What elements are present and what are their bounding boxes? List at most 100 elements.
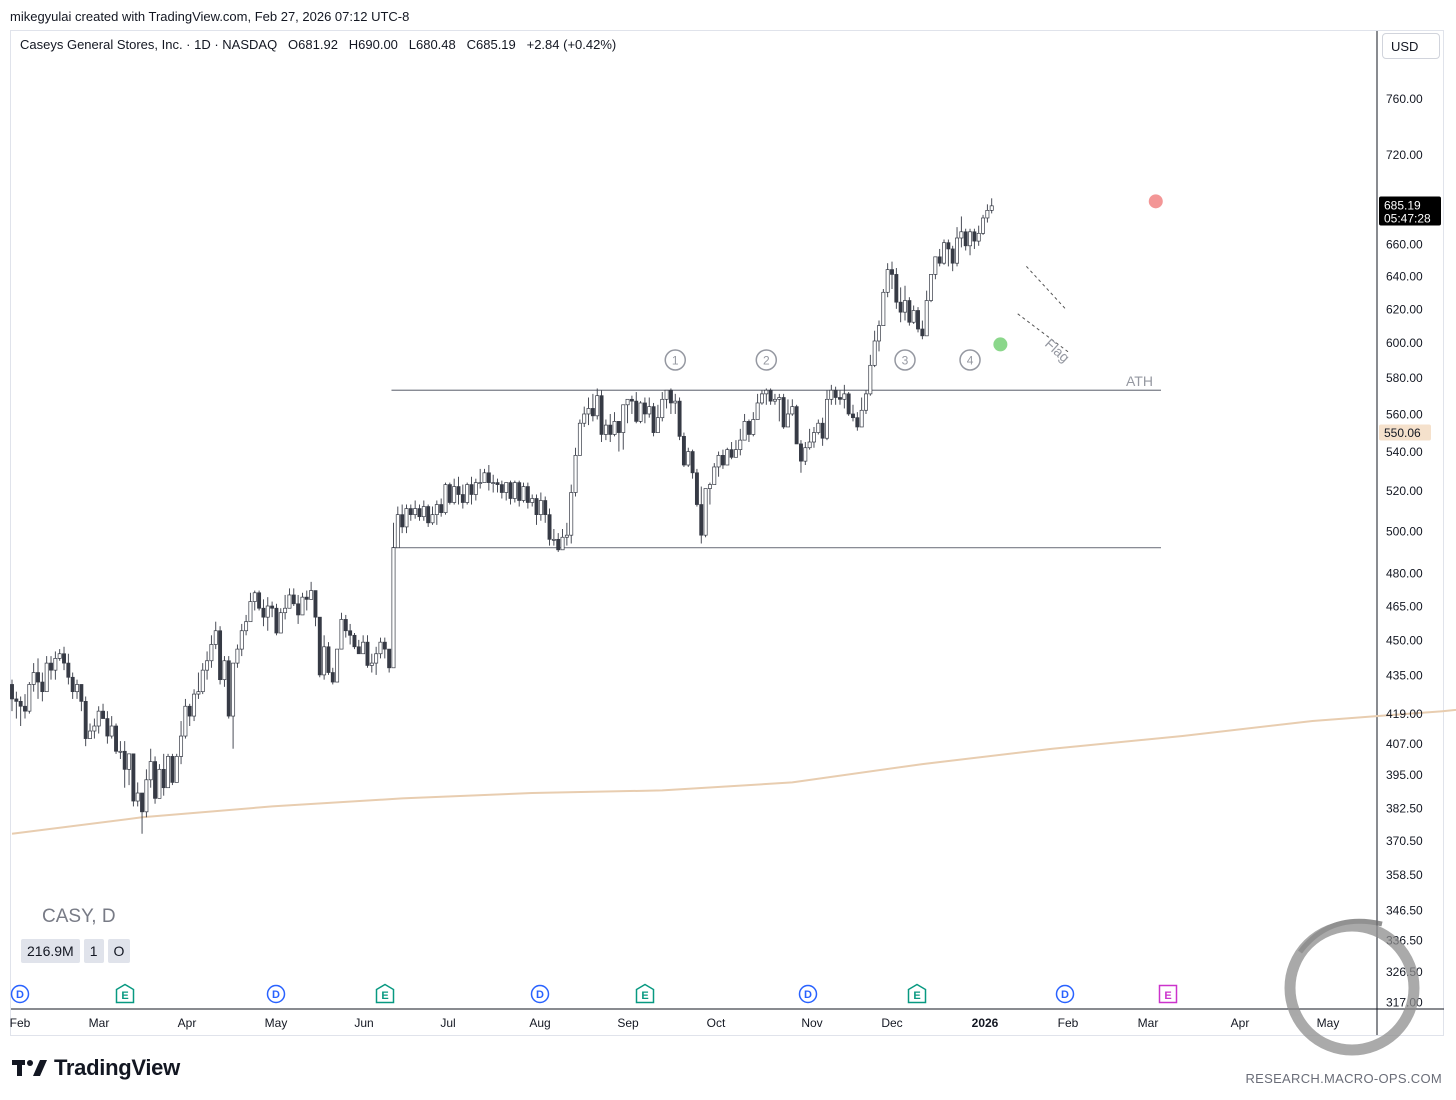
candle (551, 528, 556, 546)
candle-body (144, 779, 149, 813)
candle-body (924, 300, 929, 337)
candle (768, 388, 773, 405)
candle-body (300, 596, 305, 616)
candle (382, 637, 387, 659)
candle-body (343, 619, 348, 632)
candle-body (742, 421, 747, 441)
touch-number: 1 (672, 354, 679, 368)
candle-body (851, 413, 855, 419)
candle-body (235, 648, 240, 664)
candle-body (651, 406, 656, 433)
candle-body (547, 514, 552, 540)
earnings-badge-shape (1158, 984, 1178, 1004)
candle (473, 478, 478, 501)
currency-button[interactable]: USD (1382, 33, 1440, 59)
candle-body (508, 482, 513, 499)
tradingview-logo[interactable]: TradingView (12, 1055, 180, 1081)
last-price-value: 685.19 (1384, 199, 1421, 213)
tradingview-logo-icon (12, 1060, 47, 1076)
candle-body (426, 506, 431, 524)
candle (101, 703, 105, 719)
candle (833, 386, 838, 405)
candle (829, 384, 834, 405)
candle-body (200, 669, 205, 693)
candle-body (417, 508, 422, 518)
candle (83, 696, 88, 747)
touch-number: 3 (902, 354, 909, 368)
candle-body (916, 310, 920, 330)
candle (677, 397, 682, 441)
price-tick-label: 660.00 (1386, 238, 1423, 252)
candle-body (174, 756, 179, 783)
candle-body (148, 761, 153, 781)
price-tick-label: 407.00 (1386, 737, 1423, 751)
candle (621, 404, 626, 450)
candle (651, 402, 656, 437)
candle (66, 653, 71, 685)
candle-body (517, 482, 522, 501)
tradingview-brand: TradingView (54, 1055, 180, 1080)
candle-body (929, 274, 933, 301)
price-tick-label: 540.00 (1386, 445, 1423, 459)
candle (881, 289, 886, 326)
candle-body (192, 693, 197, 717)
candle-body (638, 402, 643, 422)
candle-body (786, 413, 790, 428)
candle (898, 287, 903, 323)
candle-body (239, 630, 244, 650)
candle (920, 320, 925, 340)
candle-body (959, 231, 964, 239)
candle-body (825, 398, 829, 439)
touch-circle (755, 349, 778, 371)
candle-body (716, 455, 721, 468)
candle (525, 482, 530, 509)
candle (18, 696, 23, 727)
time-tick-label: Sep (617, 1016, 639, 1030)
candle-body (447, 484, 452, 503)
candle-body (582, 413, 587, 424)
price-tick-label: 580.00 (1386, 371, 1423, 385)
candle (538, 492, 543, 521)
candle (283, 594, 288, 620)
candle (660, 392, 665, 422)
chart-frame (10, 30, 1444, 1036)
candle (903, 285, 907, 321)
candle (712, 463, 717, 485)
candle (963, 228, 968, 251)
candle-body (543, 500, 548, 516)
candle (803, 442, 808, 466)
candle-body (218, 630, 223, 681)
candle (859, 397, 864, 428)
watermark-head (1298, 918, 1383, 954)
candle-body (885, 269, 890, 293)
candle-body (803, 447, 808, 462)
volume-button-1[interactable]: 1 (83, 939, 104, 963)
candle (287, 588, 292, 609)
touch-circle (894, 349, 916, 371)
candle (742, 413, 747, 441)
candle-body (699, 504, 704, 536)
candle-body (170, 756, 175, 783)
candle-body (70, 676, 75, 693)
candle (556, 533, 561, 552)
price-tick-label: 640.00 (1386, 270, 1423, 284)
candle (794, 404, 799, 445)
volume-button-o[interactable]: O (107, 939, 131, 963)
candle (773, 393, 777, 405)
candle (53, 651, 58, 680)
candle (733, 440, 738, 458)
candle (577, 419, 582, 456)
candle (79, 684, 84, 712)
candle-body (118, 750, 123, 753)
candle (374, 646, 379, 675)
price-tick-label: 480.00 (1386, 567, 1423, 581)
candle (205, 651, 210, 680)
candle (439, 498, 444, 517)
candle-body (179, 735, 184, 757)
candle-body (231, 662, 236, 717)
candle (235, 644, 240, 668)
candle (369, 653, 374, 673)
dividend-badge: D (266, 984, 286, 1004)
earnings-badge: E (115, 983, 135, 1004)
